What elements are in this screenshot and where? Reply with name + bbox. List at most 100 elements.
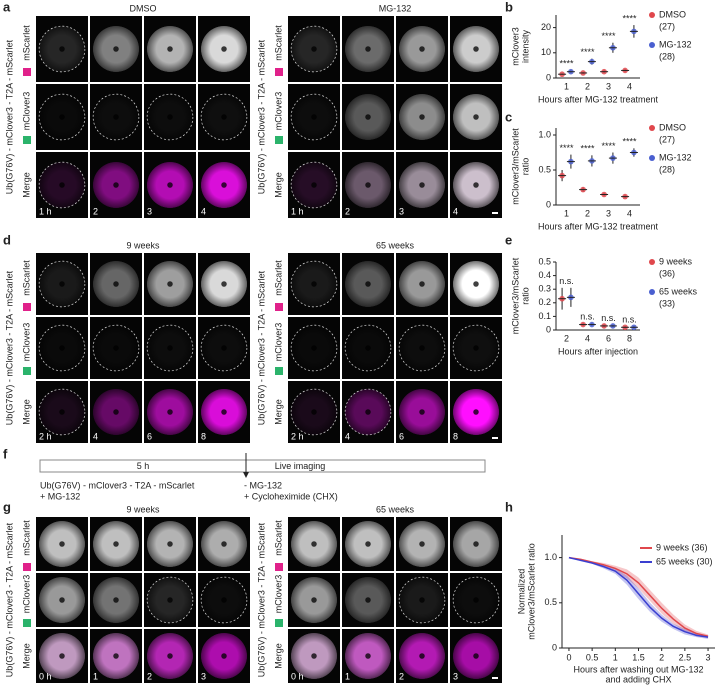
nucleus xyxy=(167,653,173,659)
nucleus xyxy=(221,182,227,188)
legend-dot xyxy=(649,12,655,18)
nucleus xyxy=(113,182,119,188)
nucleus xyxy=(113,46,119,52)
timeline-text: + Cycloheximide (CHX) xyxy=(244,491,338,501)
time-label: 2 xyxy=(345,206,350,216)
y-tick-label: 10 xyxy=(541,47,551,57)
time-label: 4 xyxy=(345,431,350,441)
nucleus xyxy=(365,541,371,547)
channel-label: mScarlet xyxy=(273,260,283,296)
channel-swatch xyxy=(275,303,283,311)
nucleus xyxy=(419,281,425,287)
nucleus xyxy=(419,46,425,52)
channel-label: mScarlet xyxy=(21,520,31,556)
legend-dot xyxy=(649,259,655,265)
legend-dot xyxy=(649,289,655,295)
construct-label: Ub(G76V) - mClover3 - T2A - mScarlet xyxy=(256,270,266,425)
time-label: 4 xyxy=(93,431,98,441)
nucleus xyxy=(419,114,425,120)
cell-outline xyxy=(290,161,338,209)
channel-label: mClover3 xyxy=(21,323,31,362)
x-axis-title: Hours after MG-132 treatment xyxy=(538,94,659,104)
nucleus xyxy=(473,182,479,188)
nucleus xyxy=(167,114,173,120)
construct-label: Ub(G76V) - mClover3 - T2A - mScarlet xyxy=(256,522,266,677)
nucleus xyxy=(365,114,371,120)
significance: **** xyxy=(559,143,574,153)
significance: **** xyxy=(622,13,637,23)
error-band xyxy=(568,557,709,639)
cell-outline xyxy=(398,576,446,624)
channel-label: mScarlet xyxy=(21,25,31,61)
significance: **** xyxy=(622,137,637,147)
line xyxy=(568,556,709,638)
timeline-text: Ub(G76V) - mClover3 - T2A - mScarlet xyxy=(40,480,195,490)
time-label: 3 xyxy=(201,671,206,681)
channel-label: mScarlet xyxy=(21,260,31,296)
channel-label: Merge xyxy=(21,643,31,669)
time-label: 1 xyxy=(93,671,98,681)
nucleus xyxy=(113,114,119,120)
panel-label: b xyxy=(505,0,513,14)
nucleus xyxy=(59,114,65,120)
legend-count: (27) xyxy=(659,134,675,144)
nucleus xyxy=(365,409,371,415)
nucleus xyxy=(311,541,317,547)
cell-outline xyxy=(38,260,86,308)
cell-outline xyxy=(146,324,194,372)
nucleus xyxy=(221,46,227,52)
nucleus xyxy=(221,345,227,351)
legend-count: (33) xyxy=(659,298,675,308)
channel-swatch xyxy=(275,619,283,627)
y-tick-label: 0.5 xyxy=(538,256,551,266)
nucleus xyxy=(59,597,65,603)
y-tick-label: 0 xyxy=(546,199,551,209)
legend-count: (28) xyxy=(659,51,675,61)
time-label: 4 xyxy=(453,206,458,216)
channel-label: mScarlet xyxy=(273,25,283,61)
nucleus xyxy=(311,409,317,415)
channel-label: Merge xyxy=(273,172,283,198)
x-tick-label: 2.5 xyxy=(679,652,692,662)
nucleus xyxy=(167,182,173,188)
timeline-text: - MG-132 xyxy=(244,480,282,490)
x-tick-label: 3 xyxy=(606,81,611,91)
significance: **** xyxy=(580,47,595,57)
x-tick-label: 1 xyxy=(564,208,569,218)
time-label: 6 xyxy=(399,431,404,441)
y-axis-title: mClover3/mScarlet xyxy=(510,128,520,205)
time-label: 3 xyxy=(399,206,404,216)
time-label: 2 h xyxy=(291,431,304,441)
channel-swatch xyxy=(275,136,283,144)
line xyxy=(568,556,709,637)
x-tick-label: 0 xyxy=(566,652,571,662)
channel-swatch xyxy=(23,303,31,311)
nucleus xyxy=(221,114,227,120)
channel-swatch xyxy=(275,367,283,375)
channel-swatch xyxy=(23,367,31,375)
x-tick-label: 2 xyxy=(585,208,590,218)
timeline-phase: 5 h xyxy=(137,461,150,471)
panel-label: h xyxy=(505,499,513,514)
nucleus xyxy=(311,597,317,603)
nucleus xyxy=(419,597,425,603)
cell-outline xyxy=(452,576,500,624)
cell-outline xyxy=(290,25,338,73)
cell-outline xyxy=(290,324,338,372)
nucleus xyxy=(113,345,119,351)
x-tick-label: 6 xyxy=(606,333,611,343)
x-tick-label: 3 xyxy=(606,208,611,218)
legend-label: 65 weeks xyxy=(659,286,698,296)
channel-swatch xyxy=(23,563,31,571)
nucleus xyxy=(419,409,425,415)
nucleus xyxy=(113,409,119,415)
legend-count: (36) xyxy=(659,268,675,278)
cell-outline xyxy=(38,324,86,372)
cell-outline xyxy=(38,93,86,141)
nucleus xyxy=(167,409,173,415)
channel-label: mClover3 xyxy=(21,92,31,131)
group-title: 65 weeks xyxy=(376,240,415,250)
x-tick-label: 3 xyxy=(706,652,711,662)
channel-swatch xyxy=(275,563,283,571)
timeline-text: + MG-132 xyxy=(40,491,80,501)
